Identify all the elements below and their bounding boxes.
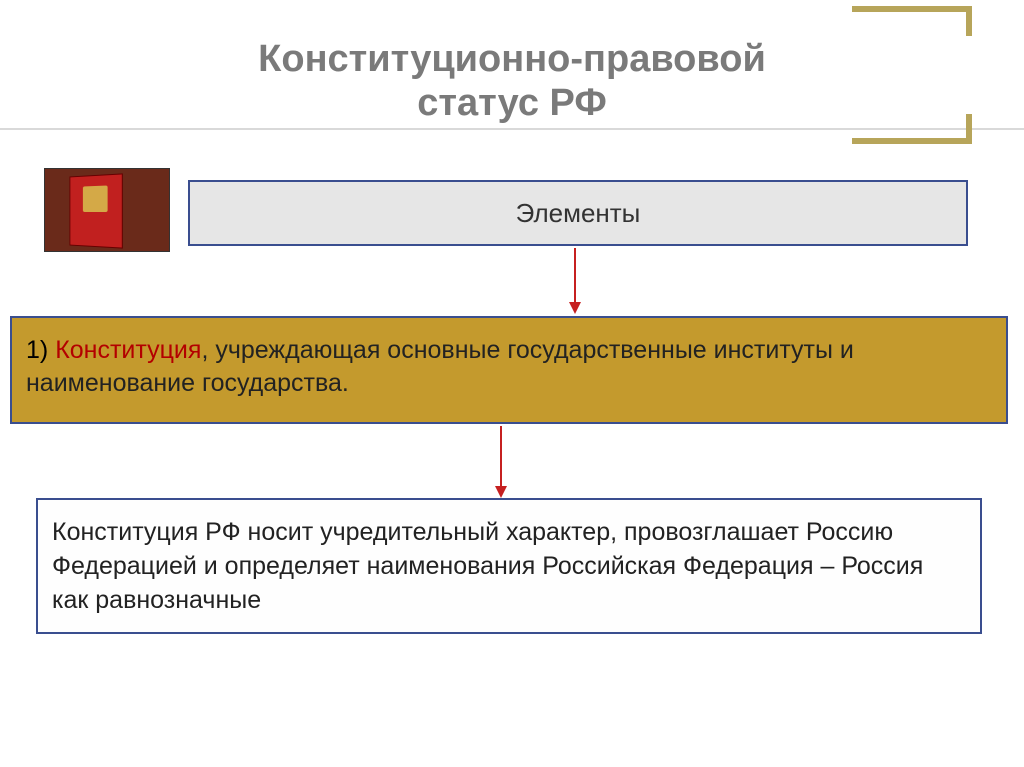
book-cover bbox=[69, 173, 122, 248]
corner-accent-top bbox=[852, 6, 972, 36]
elements-label: Элементы bbox=[516, 198, 641, 229]
slide-root: Конституционно-правовой статус РФ Элемен… bbox=[0, 0, 1024, 767]
item-keyword: Конституция bbox=[55, 336, 201, 364]
explanation-box: Конституция РФ носит учредительный харак… bbox=[36, 498, 982, 634]
page-title: Конституционно-правовой статус РФ bbox=[0, 38, 1024, 125]
item-number: 1) bbox=[26, 336, 55, 364]
arrow-elements-to-gold bbox=[574, 248, 576, 312]
explanation-text: Конституция РФ носит учредительный харак… bbox=[52, 518, 923, 614]
constitution-item-box: 1) Конституция, учреждающая основные гос… bbox=[10, 316, 1008, 424]
elements-box: Элементы bbox=[188, 180, 968, 246]
arrow-gold-to-bottom bbox=[500, 426, 502, 496]
constitution-book-image bbox=[44, 168, 170, 252]
title-line-2: статус РФ bbox=[417, 82, 607, 124]
title-line-1: Конституционно-правовой bbox=[258, 38, 766, 80]
book-emblem bbox=[83, 185, 108, 212]
